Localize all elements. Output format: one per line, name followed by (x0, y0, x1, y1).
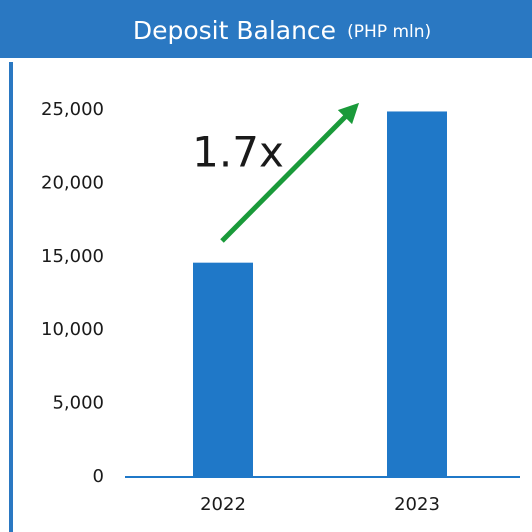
header-bar (0, 0, 532, 58)
chart-subtitle: (PHP mln) (347, 22, 431, 42)
left-border (9, 62, 13, 532)
x-tick-label: 2022 (200, 494, 246, 515)
chart-title-group: Deposit Balance (PHP mln) (133, 16, 431, 45)
annotation: 1.7x (192, 128, 284, 177)
x-tick-label: 2023 (394, 494, 440, 515)
chart-title: Deposit Balance (133, 16, 336, 45)
y-tick-label: 0 (93, 466, 104, 487)
y-tick-label: 10,000 (41, 319, 104, 340)
bar (387, 111, 447, 477)
y-tick-label: 15,000 (41, 246, 104, 267)
bar (193, 262, 253, 477)
y-tick-label: 5,000 (52, 393, 104, 414)
y-tick-label: 20,000 (41, 172, 104, 193)
growth-arrow (220, 102, 360, 243)
y-tick-label: 25,000 (41, 99, 104, 120)
